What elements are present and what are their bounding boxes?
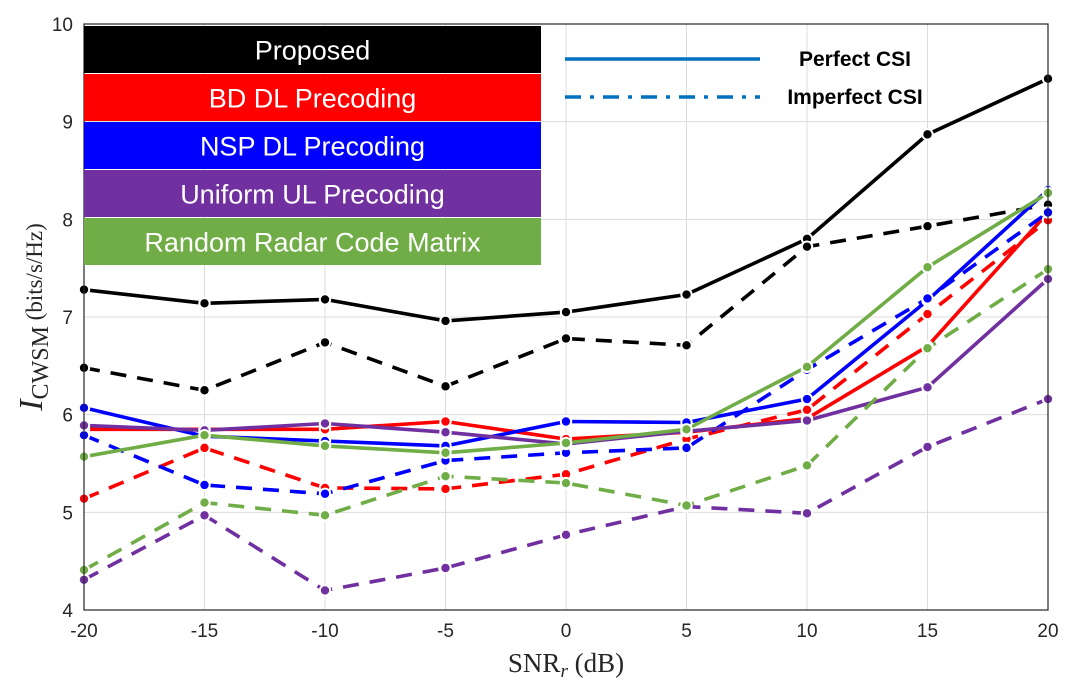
data-point-bd-dl-precoding-imperfect [800, 403, 814, 416]
data-point-uniform-ul-precoding-perfect [800, 414, 814, 427]
legend-label: Proposed [255, 36, 371, 66]
y-tick-label: 10 [52, 15, 73, 36]
x-tick-label: 20 [1037, 621, 1058, 642]
csi-legend-label: Imperfect CSI [787, 86, 922, 109]
data-point-bd-dl-precoding-imperfect [198, 441, 211, 455]
data-point-nsp-dl-precoding-perfect [800, 392, 814, 406]
data-point-random-radar-code-matrix-imperfect [318, 509, 332, 522]
x-tick-label: -5 [437, 621, 454, 642]
data-point-uniform-ul-precoding-imperfect [800, 507, 814, 520]
csi-legend-label: Perfect CSI [799, 48, 911, 71]
y-tick-label: 7 [62, 308, 73, 329]
data-point-proposed-perfect [439, 314, 452, 328]
y-axis-title-subscript: CWSM [28, 326, 54, 399]
data-point-random-radar-code-matrix-imperfect [800, 459, 814, 472]
data-point-uniform-ul-precoding-imperfect [198, 509, 211, 522]
data-point-nsp-dl-precoding-imperfect [921, 292, 934, 305]
data-point-uniform-ul-precoding-perfect [439, 426, 452, 439]
data-point-nsp-dl-precoding-imperfect [198, 478, 211, 492]
x-tick-label: 5 [681, 621, 692, 642]
data-point-uniform-ul-precoding-imperfect [439, 561, 452, 575]
legend-label: Uniform UL Precoding [180, 180, 445, 210]
x-tick-label: -15 [191, 621, 218, 642]
y-tick-label: 8 [62, 210, 73, 231]
data-point-uniform-ul-precoding-perfect [921, 381, 934, 394]
y-tick-label: 4 [62, 601, 73, 622]
x-tick-label: 15 [917, 621, 938, 642]
legend-label: NSP DL Precoding [200, 132, 425, 162]
x-axis-title-subscript: r [560, 661, 568, 682]
legend-label: Random Radar Code Matrix [144, 228, 481, 258]
x-tick-label: 10 [796, 621, 817, 642]
data-point-random-radar-code-matrix-perfect [439, 446, 452, 459]
data-point-bd-dl-precoding-imperfect [921, 307, 934, 321]
data-point-proposed-perfect [680, 288, 693, 301]
y-tick-label: 6 [62, 406, 73, 427]
legend-box [84, 218, 541, 265]
y-axis-title-unit: (bits/s/Hz) [22, 223, 47, 326]
data-point-random-radar-code-matrix-imperfect [439, 469, 452, 483]
data-point-proposed-imperfect [439, 380, 452, 393]
data-point-proposed-perfect [318, 293, 332, 306]
data-point-random-radar-code-matrix-perfect [800, 360, 814, 374]
data-point-random-radar-code-matrix-perfect [198, 428, 211, 442]
data-point-random-radar-code-matrix-imperfect [559, 476, 573, 490]
y-tick-label: 5 [62, 503, 73, 524]
data-point-random-radar-code-matrix-perfect [680, 423, 693, 436]
data-point-random-radar-code-matrix-perfect [318, 439, 332, 453]
data-point-proposed-imperfect [559, 332, 573, 345]
data-point-bd-dl-precoding-imperfect [439, 482, 452, 496]
data-point-nsp-dl-precoding-perfect [559, 415, 573, 428]
data-point-random-radar-code-matrix-imperfect [921, 342, 934, 355]
data-point-proposed-imperfect [800, 240, 814, 253]
series-line-proposed-imperfect [83, 202, 1049, 393]
x-tick-label: -20 [70, 621, 97, 642]
x-axis-title-unit: (dB) [568, 648, 624, 678]
legend-box [84, 122, 541, 169]
x-axis-title: SNRr (dB) [508, 648, 624, 682]
legend-box [84, 170, 541, 217]
data-point-bd-dl-precoding-perfect [439, 415, 452, 428]
data-point-proposed-perfect [559, 305, 573, 319]
data-point-proposed-perfect [921, 128, 934, 141]
y-axis-title-main: I [13, 398, 50, 412]
data-point-uniform-ul-precoding-imperfect [921, 440, 934, 454]
x-tick-label: 0 [561, 621, 572, 642]
data-point-nsp-dl-precoding-imperfect [680, 441, 693, 455]
x-tick-label: -10 [311, 621, 338, 642]
legend-box [84, 26, 541, 73]
plot-frame [83, 23, 1049, 611]
series-line-random-radar-code-matrix-imperfect [83, 267, 1049, 572]
data-point-random-radar-code-matrix-imperfect [680, 499, 693, 512]
data-point-random-radar-code-matrix-perfect [921, 260, 934, 274]
data-point-uniform-ul-precoding-perfect [318, 417, 332, 430]
legend-box [84, 74, 541, 121]
tick-labels: -20 -15 -10 -5 0 5 10 15 20 4 5 6 7 8 9 10 [52, 15, 1059, 642]
y-axis-title: ICWSM (bits/s/Hz) [13, 223, 54, 412]
legend: Proposed BD DL Precoding NSP DL Precoding U… [84, 26, 541, 265]
data-point-proposed-imperfect [198, 384, 211, 397]
data-point-random-radar-code-matrix-perfect [559, 436, 573, 450]
data-point-proposed-imperfect [921, 219, 934, 233]
data-point-nsp-dl-precoding-imperfect [318, 487, 332, 500]
x-axis-title-main: SNR [508, 648, 561, 678]
data-point-uniform-ul-precoding-imperfect [318, 584, 332, 597]
data-point-proposed-imperfect [318, 336, 332, 349]
csi-legend: Perfect CSI Imperfect CSI [565, 48, 923, 109]
data-point-proposed-perfect [198, 297, 211, 310]
data-point-proposed-imperfect [680, 339, 693, 352]
legend-label: BD DL Precoding [209, 84, 417, 114]
y-tick-label: 9 [62, 113, 73, 134]
data-point-random-radar-code-matrix-imperfect [198, 496, 211, 509]
data-point-uniform-ul-precoding-imperfect [559, 528, 573, 541]
